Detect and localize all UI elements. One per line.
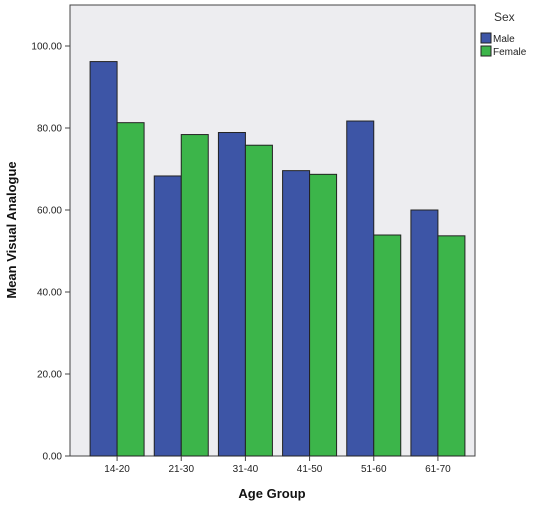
x-tick-label: 31-40 [233,464,259,475]
legend-title: Sex [494,10,515,24]
bar-male-41-50 [282,170,311,457]
bar-male-31-40 [217,132,246,457]
bar-male-51-60 [346,120,375,457]
x-axis-title: Age Group [238,486,305,501]
y-tick-label: 40.00 [37,288,62,299]
bar-female-51-60 [373,234,402,457]
legend-swatch-female [480,45,492,57]
y-tick-label: 0.00 [43,452,63,463]
x-axis: 14-20 21-30 31-40 41-50 51-60 61-70 [104,456,451,475]
bar-female-31-40 [244,144,273,457]
legend-label-female: Female [493,47,527,58]
y-axis-title: Mean Visual Analogue [4,161,19,298]
bar-female-41-50 [309,173,338,457]
bar-female-21-30 [180,134,209,457]
x-tick-label: 61-70 [425,464,451,475]
bar-female-14-20 [116,122,145,457]
x-tick-label: 41-50 [297,464,323,475]
legend-label-male: Male [493,34,515,45]
bar-male-14-20 [89,61,118,457]
x-tick-label: 14-20 [104,464,130,475]
y-tick-label: 20.00 [37,370,62,381]
y-tick-label: 60.00 [37,206,62,217]
bar-female-61-70 [437,235,466,457]
y-axis: 0.00 20.00 40.00 60.00 80.00 100.00 [31,42,70,463]
x-tick-label: 51-60 [361,464,387,475]
bar-male-61-70 [410,209,439,457]
bars-group [89,61,466,457]
legend-swatch-male [480,32,492,44]
bar-male-21-30 [153,175,182,457]
x-tick-label: 21-30 [168,464,194,475]
y-tick-label: 80.00 [37,124,62,135]
y-tick-label: 100.00 [31,42,62,53]
legend: Sex Male Female [480,10,527,58]
